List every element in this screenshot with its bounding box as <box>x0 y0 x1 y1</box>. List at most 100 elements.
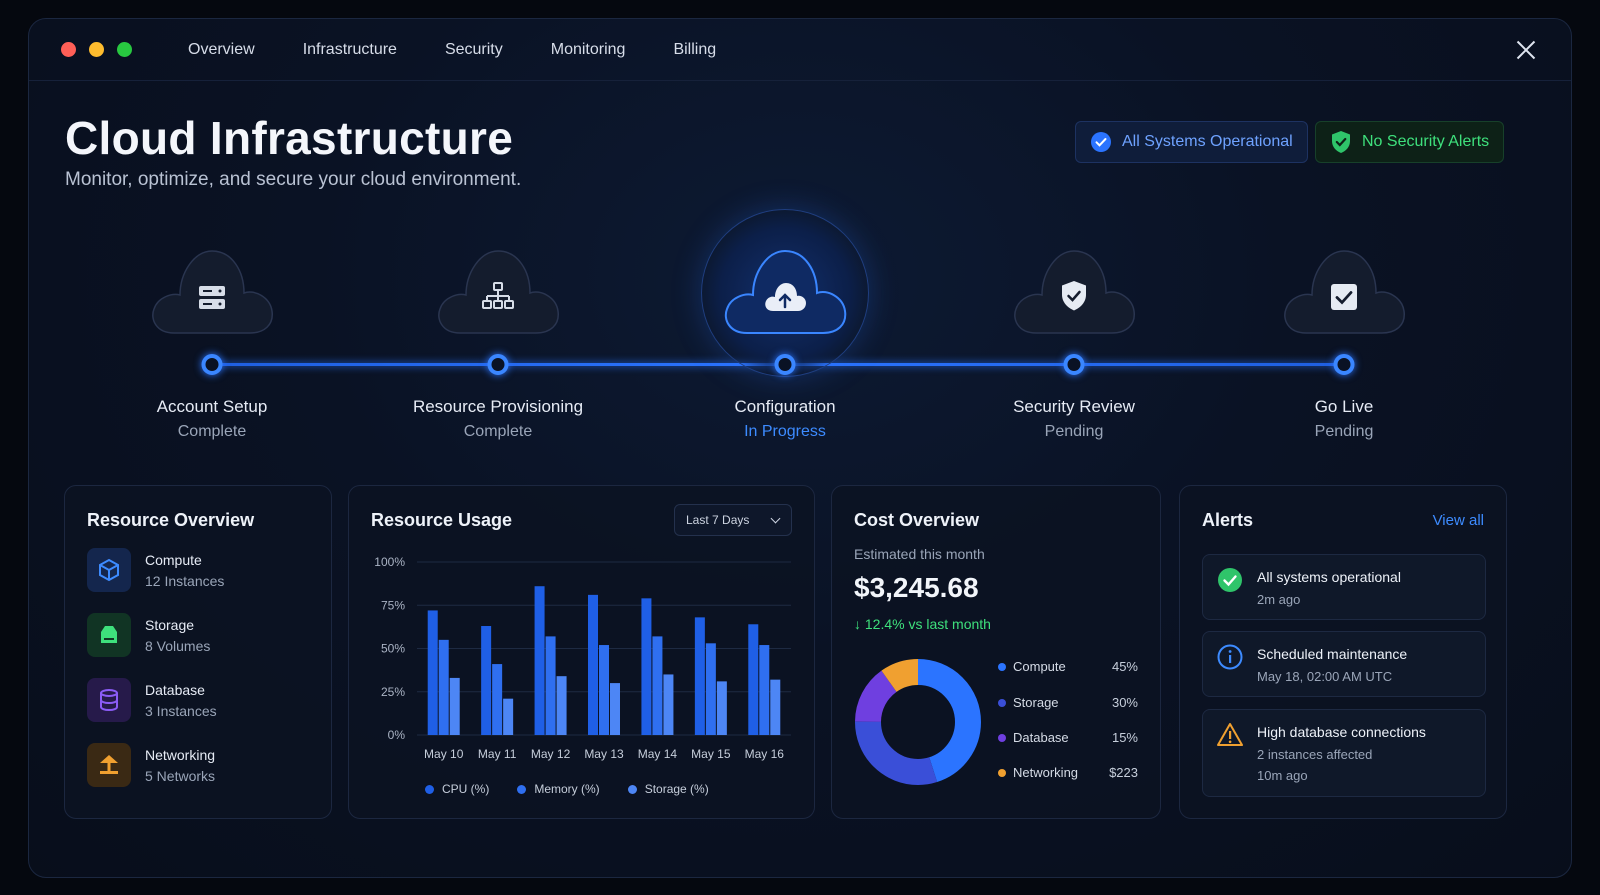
cost-legend-value: 15% <box>1111 730 1138 745</box>
step-status: In Progress <box>744 423 826 440</box>
cost-value: $3,245.68 <box>854 572 979 603</box>
page-subtitle: Monitor, optimize, and secure your cloud… <box>65 169 522 190</box>
close-icon[interactable] <box>1513 37 1539 63</box>
alert-subtext: May 18, 02:00 AM UTC <box>1257 669 1393 684</box>
legend-item-memory[interactable]: Memory (%) <box>517 782 600 796</box>
resource-item-database[interactable]: Database 3 Instances <box>87 678 217 722</box>
cost-label: Estimated this month <box>854 546 985 562</box>
step-status: Pending <box>1044 423 1104 440</box>
storage-icon <box>87 613 131 657</box>
minimize-window-dot[interactable] <box>89 42 104 57</box>
bar <box>449 677 460 735</box>
shield-check-icon <box>1332 131 1350 153</box>
bar <box>492 664 503 735</box>
bar <box>610 683 620 735</box>
legend-swatch <box>998 769 1006 777</box>
alert-item[interactable]: All systems operational 2m ago <box>1202 554 1486 620</box>
step-security-review[interactable]: Security Review Pending <box>964 209 1184 469</box>
networking-icon <box>87 743 131 787</box>
nav-infrastructure[interactable]: Infrastructure <box>302 40 397 58</box>
resource-name: Database <box>145 681 205 698</box>
bar <box>556 676 567 735</box>
compute-icon <box>87 548 131 592</box>
panel-title: Alerts <box>1202 510 1254 530</box>
security-status-badge: No Security Alerts <box>1315 121 1505 163</box>
nav-billing[interactable]: Billing <box>673 40 717 58</box>
maximize-window-dot[interactable] <box>117 42 132 57</box>
step-node <box>487 354 509 375</box>
server-icon <box>199 286 225 309</box>
panel-title: Resource Overview <box>87 510 255 530</box>
bar <box>545 636 556 735</box>
checkbox-icon <box>1331 284 1357 310</box>
bar <box>716 681 727 735</box>
x-tick-label: May 14 <box>638 747 678 761</box>
resource-item-storage[interactable]: Storage 8 Volumes <box>87 613 210 657</box>
step-node <box>201 354 223 375</box>
resource-item-compute[interactable]: Compute 12 Instances <box>87 548 224 592</box>
x-tick-label: May 10 <box>424 747 464 761</box>
cost-legend-label: Networking <box>1013 765 1079 780</box>
cost-legend-value: $223 <box>1109 765 1138 780</box>
legend-label: Memory (%) <box>534 782 600 796</box>
step-go-live[interactable]: Go Live Pending <box>1234 209 1454 469</box>
info-icon <box>1217 644 1243 670</box>
nav-security[interactable]: Security <box>444 40 503 58</box>
x-tick-label: May 15 <box>691 747 731 761</box>
resource-count: 12 Instances <box>145 572 225 589</box>
step-label: Go Live <box>1314 397 1374 416</box>
x-tick-label: May 12 <box>531 747 571 761</box>
step-configuration[interactable]: Configuration In Progress <box>675 209 895 469</box>
bar <box>770 679 781 735</box>
resource-overview-panel: Resource Overview Compute 12 Instances St… <box>64 485 332 819</box>
bar <box>694 617 705 735</box>
step-status: Complete <box>463 423 533 440</box>
close-window-dot[interactable] <box>61 42 76 57</box>
resource-name: Compute <box>145 551 202 568</box>
alert-item[interactable]: High database connections 2 instances af… <box>1202 709 1486 797</box>
chevron-down-icon <box>770 513 781 524</box>
cost-legend-value: 30% <box>1111 695 1138 710</box>
legend-label: CPU (%) <box>442 782 490 796</box>
legend-swatch <box>627 785 637 794</box>
app-window: Overview Infrastructure Security Monitor… <box>28 18 1572 878</box>
view-all-link[interactable]: View all <box>1432 512 1484 529</box>
cost-legend-label: Storage <box>1013 695 1059 710</box>
cost-legend-label: Database <box>1013 730 1069 745</box>
time-range-dropdown[interactable]: Last 7 Days <box>674 504 792 536</box>
warning-icon <box>1217 723 1243 746</box>
time-range-value: Last 7 Days <box>686 513 750 527</box>
database-icon <box>87 678 131 722</box>
step-status: Pending <box>1314 423 1374 440</box>
step-node <box>1063 354 1085 375</box>
step-account-setup[interactable]: Account Setup Complete <box>102 209 322 469</box>
nav-monitoring[interactable]: Monitoring <box>550 40 626 58</box>
cost-legend-value: 45% <box>1111 659 1138 674</box>
legend-item-storage[interactable]: Storage (%) <box>627 782 709 796</box>
panel-title: Cost Overview <box>854 510 980 530</box>
resource-item-networking[interactable]: Networking 5 Networks <box>87 743 215 787</box>
cost-legend-storage: Storage 30% <box>998 695 1138 710</box>
x-tick-label: May 11 <box>478 747 517 761</box>
legend-swatch <box>998 734 1006 742</box>
cost-delta: ↓ 12.4% vs last month <box>854 616 991 632</box>
alert-item[interactable]: Scheduled maintenance May 18, 02:00 AM U… <box>1202 631 1486 697</box>
resource-usage-panel: Resource Usage Last 7 Days 0% 25% 50% 75% 10… <box>348 485 815 819</box>
resource-name: Storage <box>145 616 195 633</box>
legend-swatch <box>517 785 527 794</box>
step-node <box>774 354 796 375</box>
alert-title: Scheduled maintenance <box>1257 646 1408 662</box>
legend-item-cpu[interactable]: CPU (%) <box>425 782 489 796</box>
step-resource-provisioning[interactable]: Resource Provisioning Complete <box>388 209 608 469</box>
step-label: Resource Provisioning <box>412 397 584 416</box>
y-tick-label: 0% <box>388 728 406 742</box>
legend-swatch <box>425 785 434 794</box>
step-status: Complete <box>177 423 247 440</box>
bar <box>588 594 598 735</box>
network-icon <box>482 282 514 309</box>
y-tick-label: 75% <box>381 598 405 612</box>
step-label: Configuration <box>734 397 836 416</box>
chart-legend: CPU (%) Memory (%) Storage (%) <box>425 782 709 796</box>
bar <box>759 645 770 735</box>
nav-overview[interactable]: Overview <box>188 40 255 58</box>
